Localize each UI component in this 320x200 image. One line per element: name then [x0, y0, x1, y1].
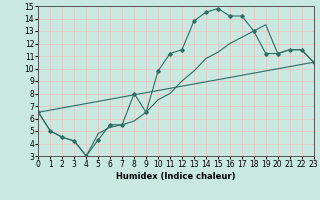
X-axis label: Humidex (Indice chaleur): Humidex (Indice chaleur) — [116, 172, 236, 181]
